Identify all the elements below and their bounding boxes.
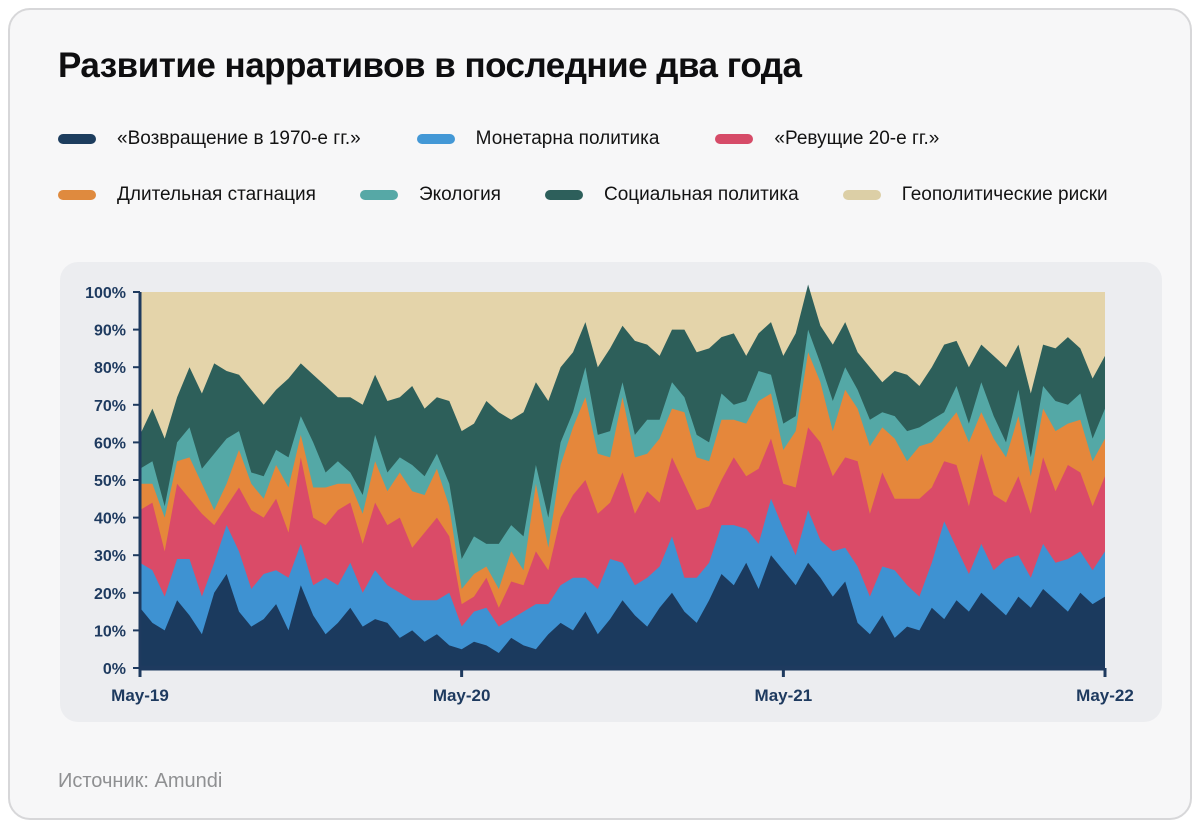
y-tick-label: 40% (94, 511, 126, 528)
x-tick-label: May-20 (433, 686, 491, 705)
legend-item: «Возвращение в 1970-е гг.» (58, 128, 361, 150)
y-tick-label: 70% (94, 398, 126, 415)
stacked-area-chart: 100% 90% 80% 70% 60% 50% 40% 30% 20% 10% 0% May-19 M… (85, 284, 1134, 705)
legend-row-1: «Возвращение в 1970-е гг.» Монетарна поли… (58, 128, 1168, 150)
legend-item: Геополитические риски (842, 184, 1108, 206)
legend-swatch-icon (842, 190, 881, 200)
page-title: Развитие нарративов в последние два года (58, 46, 802, 85)
area-series-0 (140, 555, 1105, 668)
y-tick-label: 80% (94, 360, 126, 377)
chart-panel: 100% 90% 80% 70% 60% 50% 40% 30% 20% 10% 0% May-19 M… (60, 262, 1162, 722)
y-tick-label: 60% (94, 435, 126, 452)
legend-label: Длительная стагнация (117, 184, 316, 205)
y-tick-label: 90% (94, 323, 126, 340)
legend-label: «Ревущие 20-е гг.» (774, 128, 940, 149)
legend-swatch-icon (416, 134, 455, 144)
legend-item: Экология (359, 184, 501, 206)
y-tick-label: 100% (85, 285, 126, 302)
legend-label: Монетарна политика (475, 128, 660, 149)
legend-label: «Возвращение в 1970-е гг.» (117, 128, 361, 149)
y-tick-label: 0% (103, 661, 126, 678)
legend-swatch-icon (359, 190, 398, 200)
report-card: Развитие нарративов в последние два года… (8, 8, 1192, 820)
legend-label: Геополитические риски (901, 184, 1108, 205)
y-tick-label: 10% (94, 623, 126, 640)
x-tick-label: May-22 (1076, 686, 1134, 705)
legend-item: Монетарна политика (416, 128, 660, 150)
legend-swatch-icon (58, 134, 96, 144)
x-tick-label: May-21 (755, 686, 813, 705)
legend-row-2: Длительная стагнация Экология Социальная п… (58, 184, 1168, 206)
x-tick-label: May-19 (111, 686, 169, 705)
chart-legend: «Возвращение в 1970-е гг.» Монетарна поли… (58, 128, 1168, 240)
legend-item: Длительная стагнация (58, 184, 316, 206)
y-tick-label: 30% (94, 548, 126, 565)
legend-swatch-icon (58, 190, 96, 200)
legend-item: Социальная политика (544, 184, 799, 206)
legend-label: Экология (418, 184, 501, 205)
y-tick-label: 50% (94, 473, 126, 490)
legend-label: Социальная политика (603, 184, 799, 205)
legend-swatch-icon (544, 190, 583, 200)
legend-item: «Ревущие 20-е гг.» (715, 128, 939, 150)
source-caption: Источник: Amundi (58, 770, 223, 792)
y-tick-label: 20% (94, 586, 126, 603)
legend-swatch-icon (715, 134, 754, 144)
